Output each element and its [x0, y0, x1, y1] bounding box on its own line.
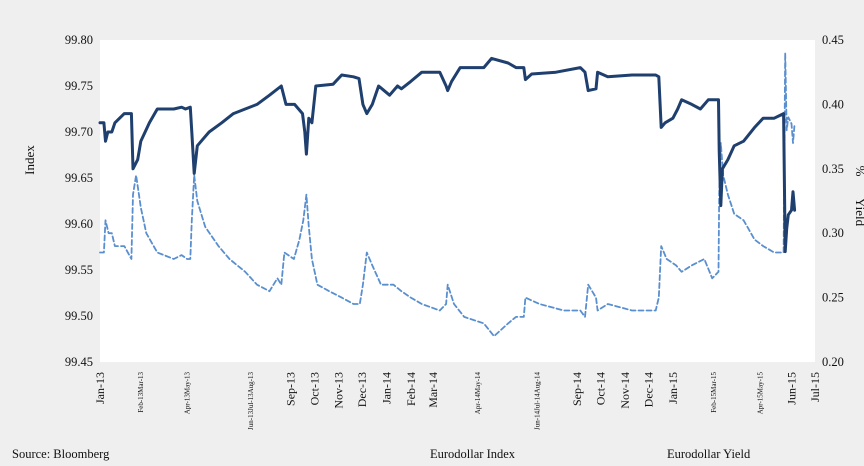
- x-tick-label: Sep-14: [570, 372, 584, 406]
- y-left-tick-label: 99.55: [65, 263, 93, 277]
- x-tick-label: Oct-13: [307, 372, 321, 405]
- legend-eurodollar-index: Eurodollar Index: [430, 447, 516, 461]
- x-tick-label: Dec-14: [642, 372, 656, 407]
- x-tick-label: Apr-15May-15: [757, 372, 765, 415]
- left-y-axis-title: Index: [22, 145, 37, 175]
- series-lines: [98, 52, 797, 338]
- x-tick-label: Nov-13: [332, 372, 346, 409]
- right-y-axis-title: Yield: [853, 198, 864, 227]
- y-right-tick-label: 0.40: [822, 97, 844, 111]
- left-y-axis: 99.45 99.50 99.55 99.60 99.65 99.70 99.75 99.80: [65, 33, 93, 369]
- y-right-tick-label: 0.35: [822, 162, 844, 176]
- x-tick-label: Dec-13: [355, 372, 369, 407]
- x-tick-label: Feb-14: [404, 372, 418, 406]
- source-note: Source: Bloomberg: [12, 447, 110, 461]
- plot-area: [100, 40, 815, 362]
- x-tick-label: Jan-13: [93, 372, 107, 404]
- x-tick-label: Feb-15Mar-15: [710, 372, 718, 413]
- y-left-tick-label: 99.60: [65, 217, 93, 231]
- y-left-tick-label: 99.45: [65, 355, 93, 369]
- x-tick-label: Jan-14: [380, 372, 394, 404]
- x-tick-label: Jun-14Jul-14Aug-14: [534, 372, 542, 430]
- y-left-tick-label: 99.50: [65, 309, 93, 323]
- x-tick-label: Nov-14: [618, 372, 632, 409]
- x-tick-label: Jun-15: [785, 372, 799, 405]
- right-y-axis: 0.20 0.25 0.30 0.35 0.40 0.45: [822, 33, 844, 369]
- y-left-tick-label: 99.70: [65, 125, 93, 139]
- x-axis: Jan-13 Feb-13Mar-13 Apr-13May-13 Jun-13Jul-…: [93, 371, 822, 429]
- series-line-eurodollar-yield: [99, 52, 796, 338]
- y-right-tick-label: 0.25: [822, 291, 844, 305]
- legend-eurodollar-yield: Eurodollar Yield: [667, 447, 751, 461]
- right-y-axis-unit: %: [853, 166, 864, 177]
- y-right-tick-label: 0.45: [822, 33, 844, 47]
- x-tick-label: Jun-13Jul-13Aug-13: [247, 371, 255, 429]
- y-left-tick-label: 99.65: [65, 171, 93, 185]
- y-left-tick-label: 99.75: [65, 79, 93, 93]
- x-tick-label: Jan-15: [666, 372, 680, 404]
- x-tick-label: Mar-14: [426, 372, 440, 408]
- x-tick-label: Apr-14May-14: [474, 371, 482, 414]
- x-tick-label: Apr-13May-13: [184, 371, 192, 414]
- x-tick-label: Jul-15: [808, 372, 822, 402]
- y-right-tick-label: 0.30: [822, 226, 844, 240]
- series-line-eurodollar-index: [98, 56, 797, 254]
- x-tick-label: Feb-13Mar-13: [137, 371, 145, 412]
- y-left-tick-label: 99.80: [65, 33, 93, 47]
- x-tick-label: Sep-13: [284, 372, 298, 406]
- y-right-tick-label: 0.20: [822, 355, 844, 369]
- x-tick-label: Oct-14: [594, 372, 608, 405]
